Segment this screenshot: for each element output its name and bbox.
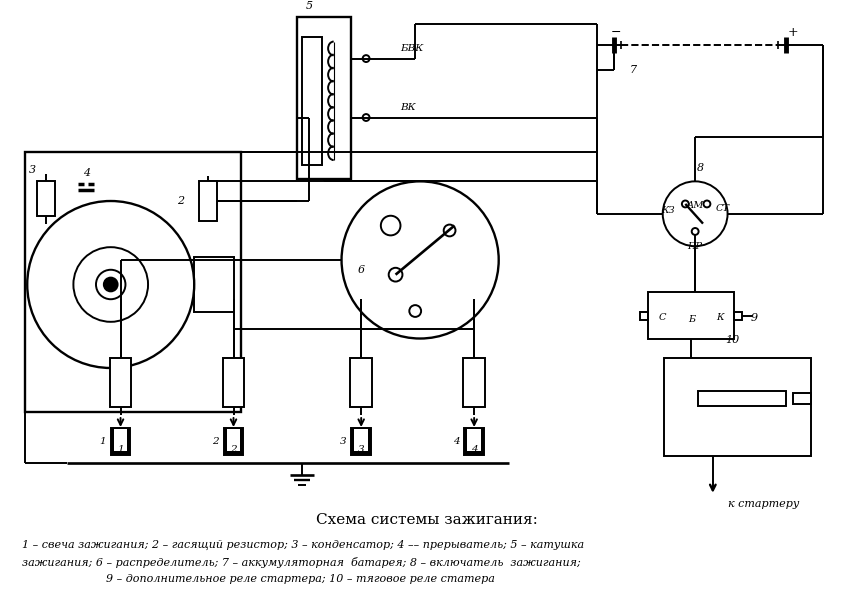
Bar: [194, 257, 233, 312]
Bar: [467, 429, 480, 452]
Text: 10: 10: [724, 335, 739, 345]
Text: С: С: [659, 313, 665, 323]
Bar: [354, 429, 368, 452]
Text: Б: Б: [687, 315, 694, 324]
Bar: [350, 358, 372, 408]
Circle shape: [104, 277, 118, 291]
Bar: [351, 428, 370, 455]
Bar: [226, 429, 240, 452]
Bar: [647, 292, 734, 340]
Text: 1: 1: [117, 445, 124, 454]
Text: −: −: [610, 26, 620, 38]
Text: 4: 4: [470, 445, 477, 454]
Text: 2: 2: [230, 445, 236, 454]
Text: ВК: ВК: [400, 103, 415, 112]
Text: 5: 5: [305, 1, 313, 10]
Text: 4: 4: [453, 437, 459, 446]
Bar: [297, 17, 351, 180]
Bar: [26, 152, 241, 412]
Bar: [113, 429, 127, 452]
Bar: [223, 428, 243, 455]
Text: 4: 4: [83, 167, 90, 178]
Bar: [663, 358, 810, 456]
Text: 7: 7: [629, 65, 636, 75]
Text: СТ: СТ: [715, 204, 728, 213]
Text: 2: 2: [177, 196, 184, 206]
Text: 3: 3: [339, 437, 346, 446]
Bar: [464, 428, 484, 455]
Text: Схема системы зажигания:: Схема системы зажигания:: [316, 513, 537, 527]
Text: ПР: ПР: [687, 242, 702, 251]
Bar: [697, 390, 786, 406]
Bar: [111, 428, 131, 455]
Bar: [463, 358, 485, 408]
Text: 6: 6: [357, 265, 364, 275]
Text: +: +: [787, 26, 798, 38]
Bar: [199, 181, 217, 221]
Text: КЗ: КЗ: [660, 207, 674, 215]
Bar: [734, 312, 741, 320]
Text: 1: 1: [100, 437, 106, 446]
Bar: [302, 37, 322, 164]
Text: 3: 3: [28, 164, 36, 175]
Text: 1 – свеча зажигания; 2 – гасящий резистор; 3 – конденсатор; 4 –– прерыватель; 5 : 1 – свеча зажигания; 2 – гасящий резисто…: [22, 540, 583, 550]
Text: 8: 8: [696, 163, 703, 173]
Text: 2: 2: [212, 437, 219, 446]
Text: 9 – дополнительное реле стартера; 10 – тяговое реле статера: 9 – дополнительное реле стартера; 10 – т…: [106, 574, 494, 584]
Text: к стартеру: к стартеру: [727, 499, 798, 508]
Text: зажигания; 6 – распределитель; 7 – аккумуляторная  батарея; 8 – включатель  зажи: зажигания; 6 – распределитель; 7 – аккум…: [22, 557, 580, 568]
Text: БВК: БВК: [400, 44, 423, 53]
Bar: [37, 181, 55, 216]
Bar: [110, 358, 131, 408]
Text: К: К: [715, 313, 722, 323]
Text: 3: 3: [357, 445, 364, 454]
Text: 9: 9: [750, 313, 757, 323]
Bar: [640, 312, 647, 320]
Bar: [223, 358, 244, 408]
Text: АМ: АМ: [686, 202, 703, 210]
Bar: [792, 392, 810, 404]
